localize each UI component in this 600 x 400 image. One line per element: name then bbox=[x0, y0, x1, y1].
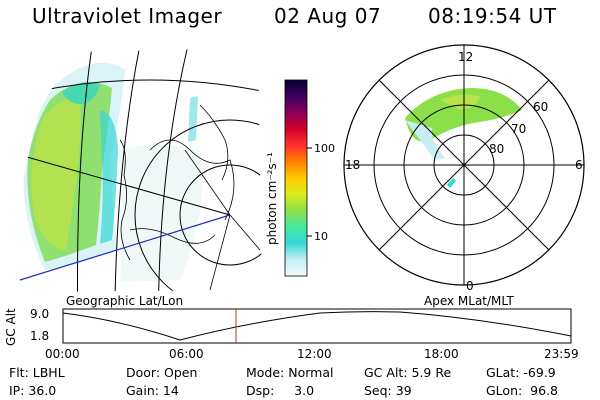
filter-readout: Flt: LBHL bbox=[9, 365, 65, 380]
mlt-label-12: 12 bbox=[458, 50, 473, 64]
colorbar-tick-label-10: 10 bbox=[314, 230, 328, 243]
colorbar: 100 10 photon cm⁻²s⁻¹ bbox=[265, 79, 335, 277]
time-tick-2359: 23:59 bbox=[544, 347, 579, 361]
altitude-tick-low: 1.8 bbox=[30, 329, 50, 343]
magnetic-panel-caption: Apex MLat/MLT bbox=[424, 294, 514, 308]
aurora-image-geographic bbox=[17, 48, 262, 292]
colorbar-strip bbox=[284, 79, 308, 277]
glat-readout: GLat: -69.9 bbox=[486, 365, 556, 380]
time-tick-0000: 00:00 bbox=[45, 347, 80, 361]
time-tick-0600: 06:00 bbox=[169, 347, 204, 361]
ip-readout: IP: 36.0 bbox=[9, 383, 57, 398]
altitude-curve bbox=[62, 311, 572, 341]
observation-date: 02 Aug 07 bbox=[274, 4, 382, 28]
gain-readout: Gain: 14 bbox=[126, 383, 179, 398]
gc-altitude-readout: GC Alt: 5.9 Re bbox=[364, 365, 452, 380]
geographic-map-panel bbox=[17, 48, 262, 292]
time-tick-1200: 12:00 bbox=[297, 347, 332, 361]
dsp-readout: Dsp: 3.0 bbox=[246, 383, 315, 398]
sequence-readout: Seq: 39 bbox=[364, 383, 412, 398]
mlat-label-60: 60 bbox=[533, 100, 548, 114]
altitude-plot bbox=[62, 308, 572, 344]
altitude-plot-frame bbox=[62, 308, 572, 344]
altitude-axis-label: GC Alt bbox=[4, 308, 18, 346]
time-tick-1800: 18:00 bbox=[424, 347, 459, 361]
polar-mlat-mlt-panel: 12 18 6 0 60 70 80 bbox=[343, 44, 585, 293]
mlt-label-0: 0 bbox=[466, 279, 474, 293]
instrument-title: Ultraviolet Imager bbox=[32, 4, 223, 28]
mlt-label-18: 18 bbox=[345, 158, 360, 172]
mlt-label-6: 6 bbox=[575, 158, 583, 172]
colorbar-tick-label-100: 100 bbox=[314, 142, 335, 155]
glon-readout: GLon: 96.8 bbox=[486, 383, 558, 398]
altitude-tick-high: 9.0 bbox=[30, 307, 50, 321]
mlat-label-70: 70 bbox=[511, 122, 526, 136]
mode-readout: Mode: Normal bbox=[246, 365, 334, 380]
door-readout: Door: Open bbox=[126, 365, 198, 380]
geographic-panel-caption: Geographic Lat/Lon bbox=[66, 294, 184, 308]
mlat-label-80: 80 bbox=[489, 142, 504, 156]
colorbar-unit-label: photon cm⁻²s⁻¹ bbox=[265, 152, 279, 245]
observation-time: 08:19:54 UT bbox=[428, 4, 557, 28]
